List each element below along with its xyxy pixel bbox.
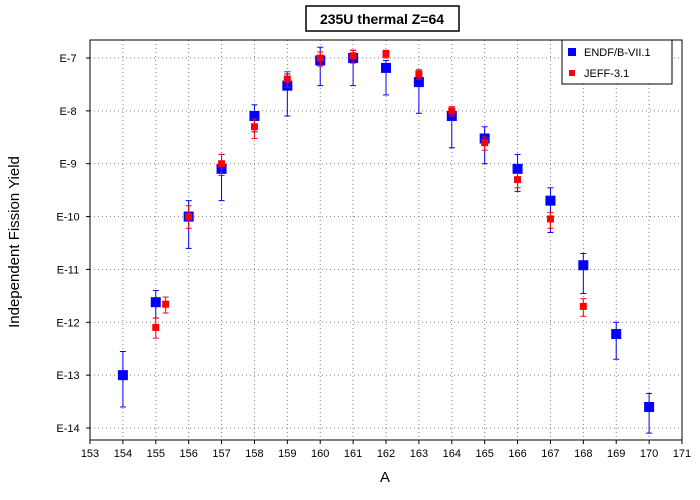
y-tick-label: E-14 bbox=[56, 423, 79, 435]
x-axis-ticks: 153 154 155 156 157 158 159 160 161 162 163 164 165 1… bbox=[81, 440, 691, 460]
data-point bbox=[162, 300, 170, 308]
data-point bbox=[413, 77, 424, 88]
x-tick-label: 168 bbox=[574, 448, 592, 460]
data-point bbox=[644, 401, 655, 412]
x-tick-label: 153 bbox=[81, 448, 99, 460]
x-tick-label: 158 bbox=[245, 448, 263, 460]
x-tick-label: 167 bbox=[541, 448, 559, 460]
legend-label-jeff: JEFF-3.1 bbox=[584, 68, 629, 80]
data-point bbox=[514, 176, 522, 184]
legend-label-endf: ENDF/B-VII.1 bbox=[584, 47, 651, 59]
data-point bbox=[381, 62, 391, 73]
y-tick-label: E-13 bbox=[56, 370, 79, 382]
x-tick-label: 165 bbox=[475, 448, 493, 460]
data-point bbox=[546, 215, 554, 223]
x-tick-label: 171 bbox=[673, 448, 691, 460]
data-point bbox=[283, 75, 291, 83]
legend-marker-jeff bbox=[569, 70, 575, 76]
chart-title-box: 235U thermal Z=64 bbox=[305, 5, 460, 32]
x-tick-label: 155 bbox=[147, 448, 165, 460]
y-axis-ticks: E-7 E-8 E-9 E-10 E-11 E-12 E-13 E-14 bbox=[56, 53, 90, 435]
y-tick-label: E-9 bbox=[59, 159, 76, 171]
data-point bbox=[512, 163, 523, 174]
x-tick-label: 160 bbox=[311, 448, 329, 460]
x-tick-label: 157 bbox=[212, 448, 230, 460]
data-point bbox=[611, 329, 622, 340]
data-point bbox=[415, 70, 423, 78]
data-point bbox=[316, 54, 324, 62]
x-tick-label: 159 bbox=[278, 448, 296, 460]
data-point bbox=[249, 110, 260, 121]
y-tick-label: E-10 bbox=[56, 212, 79, 224]
x-tick-label: 162 bbox=[377, 448, 395, 460]
x-tick-label: 164 bbox=[443, 448, 461, 460]
x-tick-label: 166 bbox=[508, 448, 526, 460]
chart-title: 235U thermal Z=64 bbox=[320, 11, 444, 27]
data-point bbox=[382, 50, 390, 58]
data-point bbox=[152, 323, 160, 331]
x-tick-label: 170 bbox=[640, 448, 658, 460]
y-tick-label: E-12 bbox=[56, 317, 79, 329]
x-tick-label: 163 bbox=[410, 448, 428, 460]
x-axis-title: A bbox=[380, 469, 390, 486]
data-point bbox=[117, 370, 128, 381]
x-tick-label: 154 bbox=[114, 448, 132, 460]
data-point bbox=[185, 213, 193, 221]
data-point bbox=[578, 260, 589, 271]
data-point bbox=[250, 123, 258, 131]
data-point bbox=[218, 160, 226, 168]
legend: ENDF/B-VII.1 JEFF-3.1 bbox=[561, 39, 673, 85]
series-jeff bbox=[152, 49, 587, 339]
data-point bbox=[150, 297, 161, 308]
x-tick-label: 169 bbox=[607, 448, 625, 460]
y-tick-label: E-7 bbox=[59, 53, 76, 65]
data-point bbox=[448, 107, 456, 115]
x-tick-label: 156 bbox=[179, 448, 197, 460]
y-tick-label: E-8 bbox=[59, 106, 76, 118]
data-point bbox=[579, 302, 587, 310]
y-axis-title: Independent Fission Yield bbox=[6, 156, 23, 328]
series-layer bbox=[117, 46, 655, 434]
data-point bbox=[481, 139, 489, 147]
x-tick-label: 161 bbox=[344, 448, 362, 460]
data-point bbox=[545, 195, 556, 206]
y-tick-label: E-11 bbox=[57, 264, 79, 276]
data-point bbox=[349, 52, 357, 60]
legend-marker-endf bbox=[568, 48, 576, 56]
